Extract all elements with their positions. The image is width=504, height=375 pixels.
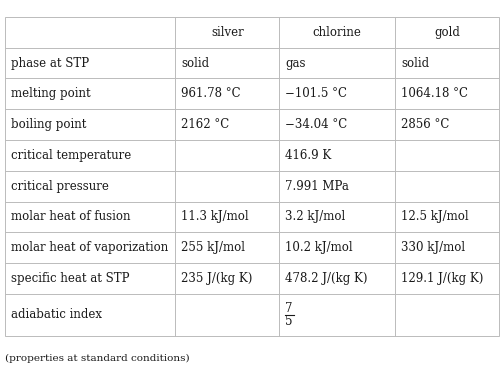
Text: (properties at standard conditions): (properties at standard conditions) xyxy=(5,354,190,363)
Text: molar heat of vaporization: molar heat of vaporization xyxy=(11,241,168,254)
Text: 3.2 kJ/mol: 3.2 kJ/mol xyxy=(285,210,345,224)
Text: phase at STP: phase at STP xyxy=(11,57,89,69)
Text: 7: 7 xyxy=(285,302,293,315)
Text: 2856 °C: 2856 °C xyxy=(401,118,450,131)
Text: melting point: melting point xyxy=(11,87,91,100)
Text: 1064.18 °C: 1064.18 °C xyxy=(401,87,468,100)
Bar xyxy=(5,17,499,336)
Text: adiabatic index: adiabatic index xyxy=(11,308,102,321)
Text: 961.78 °C: 961.78 °C xyxy=(181,87,241,100)
Text: 7.991 MPa: 7.991 MPa xyxy=(285,180,349,193)
Text: 5: 5 xyxy=(285,315,293,328)
Text: 2162 °C: 2162 °C xyxy=(181,118,230,131)
Text: 478.2 J/(kg K): 478.2 J/(kg K) xyxy=(285,272,368,285)
Text: molar heat of fusion: molar heat of fusion xyxy=(11,210,131,224)
Text: 255 kJ/mol: 255 kJ/mol xyxy=(181,241,245,254)
Text: chlorine: chlorine xyxy=(313,26,362,39)
Text: 12.5 kJ/mol: 12.5 kJ/mol xyxy=(401,210,469,224)
Text: 235 J/(kg K): 235 J/(kg K) xyxy=(181,272,253,285)
Text: boiling point: boiling point xyxy=(11,118,87,131)
Text: 129.1 J/(kg K): 129.1 J/(kg K) xyxy=(401,272,484,285)
Text: silver: silver xyxy=(211,26,243,39)
Text: 330 kJ/mol: 330 kJ/mol xyxy=(401,241,465,254)
Text: gold: gold xyxy=(434,26,460,39)
Text: solid: solid xyxy=(401,57,429,69)
Text: gas: gas xyxy=(285,57,306,69)
Text: 416.9 K: 416.9 K xyxy=(285,149,332,162)
Text: −101.5 °C: −101.5 °C xyxy=(285,87,347,100)
Text: 11.3 kJ/mol: 11.3 kJ/mol xyxy=(181,210,249,224)
Text: specific heat at STP: specific heat at STP xyxy=(11,272,130,285)
Text: critical temperature: critical temperature xyxy=(11,149,132,162)
Text: solid: solid xyxy=(181,57,210,69)
Text: critical pressure: critical pressure xyxy=(11,180,109,193)
Text: −34.04 °C: −34.04 °C xyxy=(285,118,347,131)
Text: 10.2 kJ/mol: 10.2 kJ/mol xyxy=(285,241,353,254)
